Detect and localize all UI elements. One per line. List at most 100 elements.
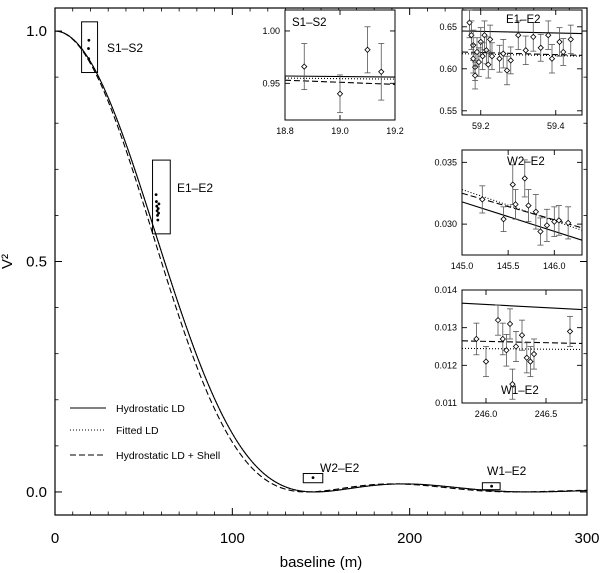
diamond-marker <box>564 219 572 227</box>
diamond-marker <box>560 48 567 56</box>
box-label-w2-e2: W2–E2 <box>320 461 360 475</box>
data-point <box>87 57 91 61</box>
diamond-marker <box>512 201 519 208</box>
diamond-marker <box>532 208 540 215</box>
diamond-marker <box>537 44 544 51</box>
model-curve-dotted <box>54 30 588 493</box>
inset-y-tick-label: 0.035 <box>434 157 457 167</box>
diamond-marker <box>525 202 532 209</box>
diamond-marker <box>500 50 507 57</box>
inset-y-tick-label: 0.65 <box>439 22 457 32</box>
inset-y-tick-label: 0.030 <box>434 219 457 229</box>
diamond-marker <box>521 175 528 182</box>
zoom-box <box>152 159 171 235</box>
diamond-marker <box>488 53 496 60</box>
diamond-marker <box>537 228 544 235</box>
diamond-marker <box>509 181 516 188</box>
inset-model-line-dashed <box>461 51 583 56</box>
inset-y-tick-label: 0.011 <box>435 398 457 408</box>
inset-label: S1–S2 <box>292 17 327 29</box>
diamond-marker <box>523 354 530 361</box>
inset-x-tick-label: 19.2 <box>386 126 404 136</box>
inset-4: 246.0 246.5 0.011 0.012 0.013 0.014 W1–E2 <box>434 285 583 419</box>
inset-x-tick-label: 19.0 <box>331 126 349 136</box>
zoom-box <box>81 21 99 74</box>
inset-model-line-dotted <box>284 77 396 80</box>
x-tick-label: 300 <box>574 530 599 547</box>
x-axis-label: baseline (m) <box>280 554 363 571</box>
diamond-marker <box>499 335 506 343</box>
diamond-marker <box>494 316 502 324</box>
y-tick-label: 0.5 <box>26 254 47 271</box>
inset-model-line-solid <box>461 30 583 35</box>
data-point <box>155 204 159 208</box>
x-tick-label: 0 <box>51 530 59 547</box>
y-tick-label: 1.0 <box>26 23 47 40</box>
diamond-marker <box>477 38 484 46</box>
diamond-marker <box>527 358 534 365</box>
inset-x-tick-label: 145.5 <box>497 261 520 271</box>
inset-y-tick-label: 0.55 <box>439 106 457 116</box>
diamond-marker <box>479 53 486 60</box>
inset-model-line-solid <box>461 302 583 311</box>
x-tick-label: 100 <box>220 530 245 547</box>
data-point <box>156 214 159 217</box>
zoom-box <box>302 473 324 484</box>
diamond-marker <box>301 63 308 70</box>
diamond-marker <box>518 332 526 339</box>
diamond-marker <box>530 33 537 41</box>
legend-label: Hydrostatic LD + Shell <box>116 450 220 462</box>
diamond-marker <box>500 216 507 223</box>
data-point <box>87 38 91 42</box>
diamond-marker <box>566 328 574 335</box>
diamond-marker <box>555 217 563 224</box>
inset-label: W2–E2 <box>507 156 545 168</box>
legend-label: Hydrostatic LD <box>116 403 185 415</box>
legend-label: Fitted LD <box>116 425 159 437</box>
inset-y-tick-label: 0.012 <box>434 360 457 370</box>
diamond-marker <box>364 46 371 53</box>
x-tick-label: 200 <box>397 530 422 547</box>
diamond-marker <box>471 72 479 79</box>
inset-model-line-dashed <box>461 340 583 345</box>
diamond-marker <box>506 320 514 328</box>
inset-3: 145.0 145.5 146.0 0.030 0.035 W2–E2 <box>434 149 583 271</box>
diamond-marker <box>503 347 510 354</box>
data-point <box>311 476 315 480</box>
diamond-marker <box>486 36 494 43</box>
model-curve-dashed <box>54 30 588 493</box>
diamond-marker <box>567 36 574 43</box>
data-point <box>157 202 161 206</box>
diamond-marker <box>479 196 486 203</box>
diamond-marker <box>475 58 483 66</box>
y-axis-label: V² <box>0 254 16 269</box>
inset-y-tick-label: 0.60 <box>439 64 457 74</box>
y-tick-label: 0.0 <box>26 484 47 501</box>
box-label-e1-e2: E1–E2 <box>177 181 213 195</box>
diamond-marker <box>545 32 552 39</box>
inset-y-tick-label: 0.95 <box>262 78 280 88</box>
diamond-marker <box>482 358 490 365</box>
diamond-marker <box>522 47 529 54</box>
diamond-marker <box>543 222 551 229</box>
inset-label: E1–E2 <box>506 14 541 26</box>
data-point <box>155 200 158 203</box>
diamond-marker <box>336 90 344 97</box>
diamond-marker <box>503 67 511 74</box>
inset-x-tick-label: 246.5 <box>535 409 558 419</box>
diamond-marker <box>512 343 520 350</box>
diamond-marker <box>515 32 522 39</box>
box-label-s1-s2: S1–S2 <box>107 41 143 55</box>
inset-label: W1–E2 <box>501 385 539 397</box>
data-point <box>156 207 160 210</box>
diamond-marker <box>473 335 480 343</box>
inset-y-tick-label: 1.00 <box>262 26 280 36</box>
inset-2: 59.2 59.4 0.55 0.60 0.65 E1–E2 <box>439 9 583 131</box>
diamond-marker <box>509 381 516 388</box>
inset-x-tick-label: 146.0 <box>543 261 566 271</box>
inset-x-tick-label: 59.4 <box>547 121 565 131</box>
inset-x-tick-label: 18.8 <box>276 126 294 136</box>
diamond-marker <box>496 55 503 62</box>
diamond-marker <box>556 38 563 46</box>
